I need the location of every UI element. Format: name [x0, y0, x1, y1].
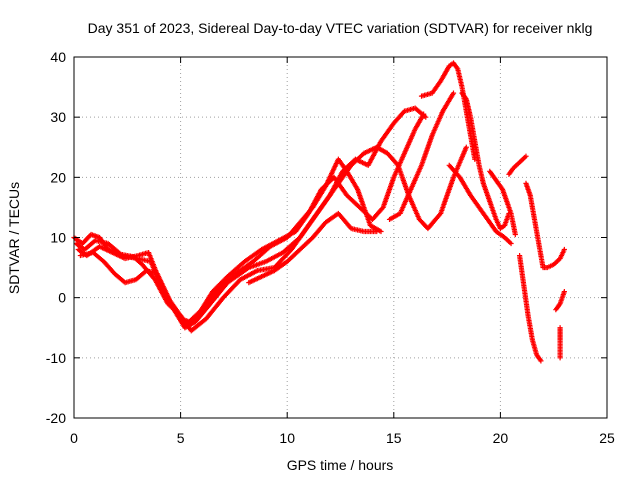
axis-ticks: 0 5 10 15 20 25 -20 -10 0 10 20 30 40: [46, 49, 615, 446]
series-arc-5: [246, 210, 380, 286]
data-point: [374, 228, 380, 235]
series-arc-6: [386, 90, 457, 223]
series-arc-15: [557, 325, 563, 361]
y-tick-label: -20: [46, 410, 66, 426]
series-arc-9: [446, 162, 514, 247]
y-tick-label: 0: [58, 290, 66, 306]
x-tick-label: 25: [599, 430, 615, 446]
data-point: [561, 246, 567, 253]
y-axis-label: SDTVAR / TECUs: [6, 182, 22, 294]
data-point: [538, 358, 544, 364]
data-point: [523, 153, 529, 159]
y-tick-label: 30: [50, 109, 66, 125]
series-arc-3: [73, 105, 429, 334]
x-axis-label: GPS time / hours: [287, 457, 394, 473]
data-point: [450, 90, 457, 96]
y-tick-label: -10: [46, 350, 66, 366]
x-tick-label: 0: [70, 430, 78, 446]
x-tick-label: 10: [279, 430, 295, 446]
series-arc-12: [516, 252, 544, 364]
chart-title: Day 351 of 2023, Sidereal Day-to-day VTE…: [88, 20, 593, 36]
y-tick-label: 20: [50, 169, 66, 185]
x-tick-label: 20: [493, 430, 509, 446]
series-arc-10: [487, 168, 518, 238]
data-point: [508, 240, 514, 247]
data-points: [71, 60, 567, 364]
series-arc-4: [77, 156, 384, 325]
data-point: [512, 231, 518, 238]
series-arc-11: [506, 153, 529, 177]
data-point: [557, 355, 563, 361]
data-point: [561, 289, 567, 295]
data-point: [463, 144, 469, 150]
series-arc-8: [459, 90, 512, 232]
series-arc-14: [553, 289, 567, 313]
series-arc-13: [523, 180, 567, 271]
y-tick-label: 10: [50, 230, 66, 246]
x-tick-label: 15: [386, 430, 402, 446]
y-tick-label: 40: [50, 49, 66, 65]
x-tick-label: 5: [177, 430, 185, 446]
data-point: [423, 114, 429, 120]
